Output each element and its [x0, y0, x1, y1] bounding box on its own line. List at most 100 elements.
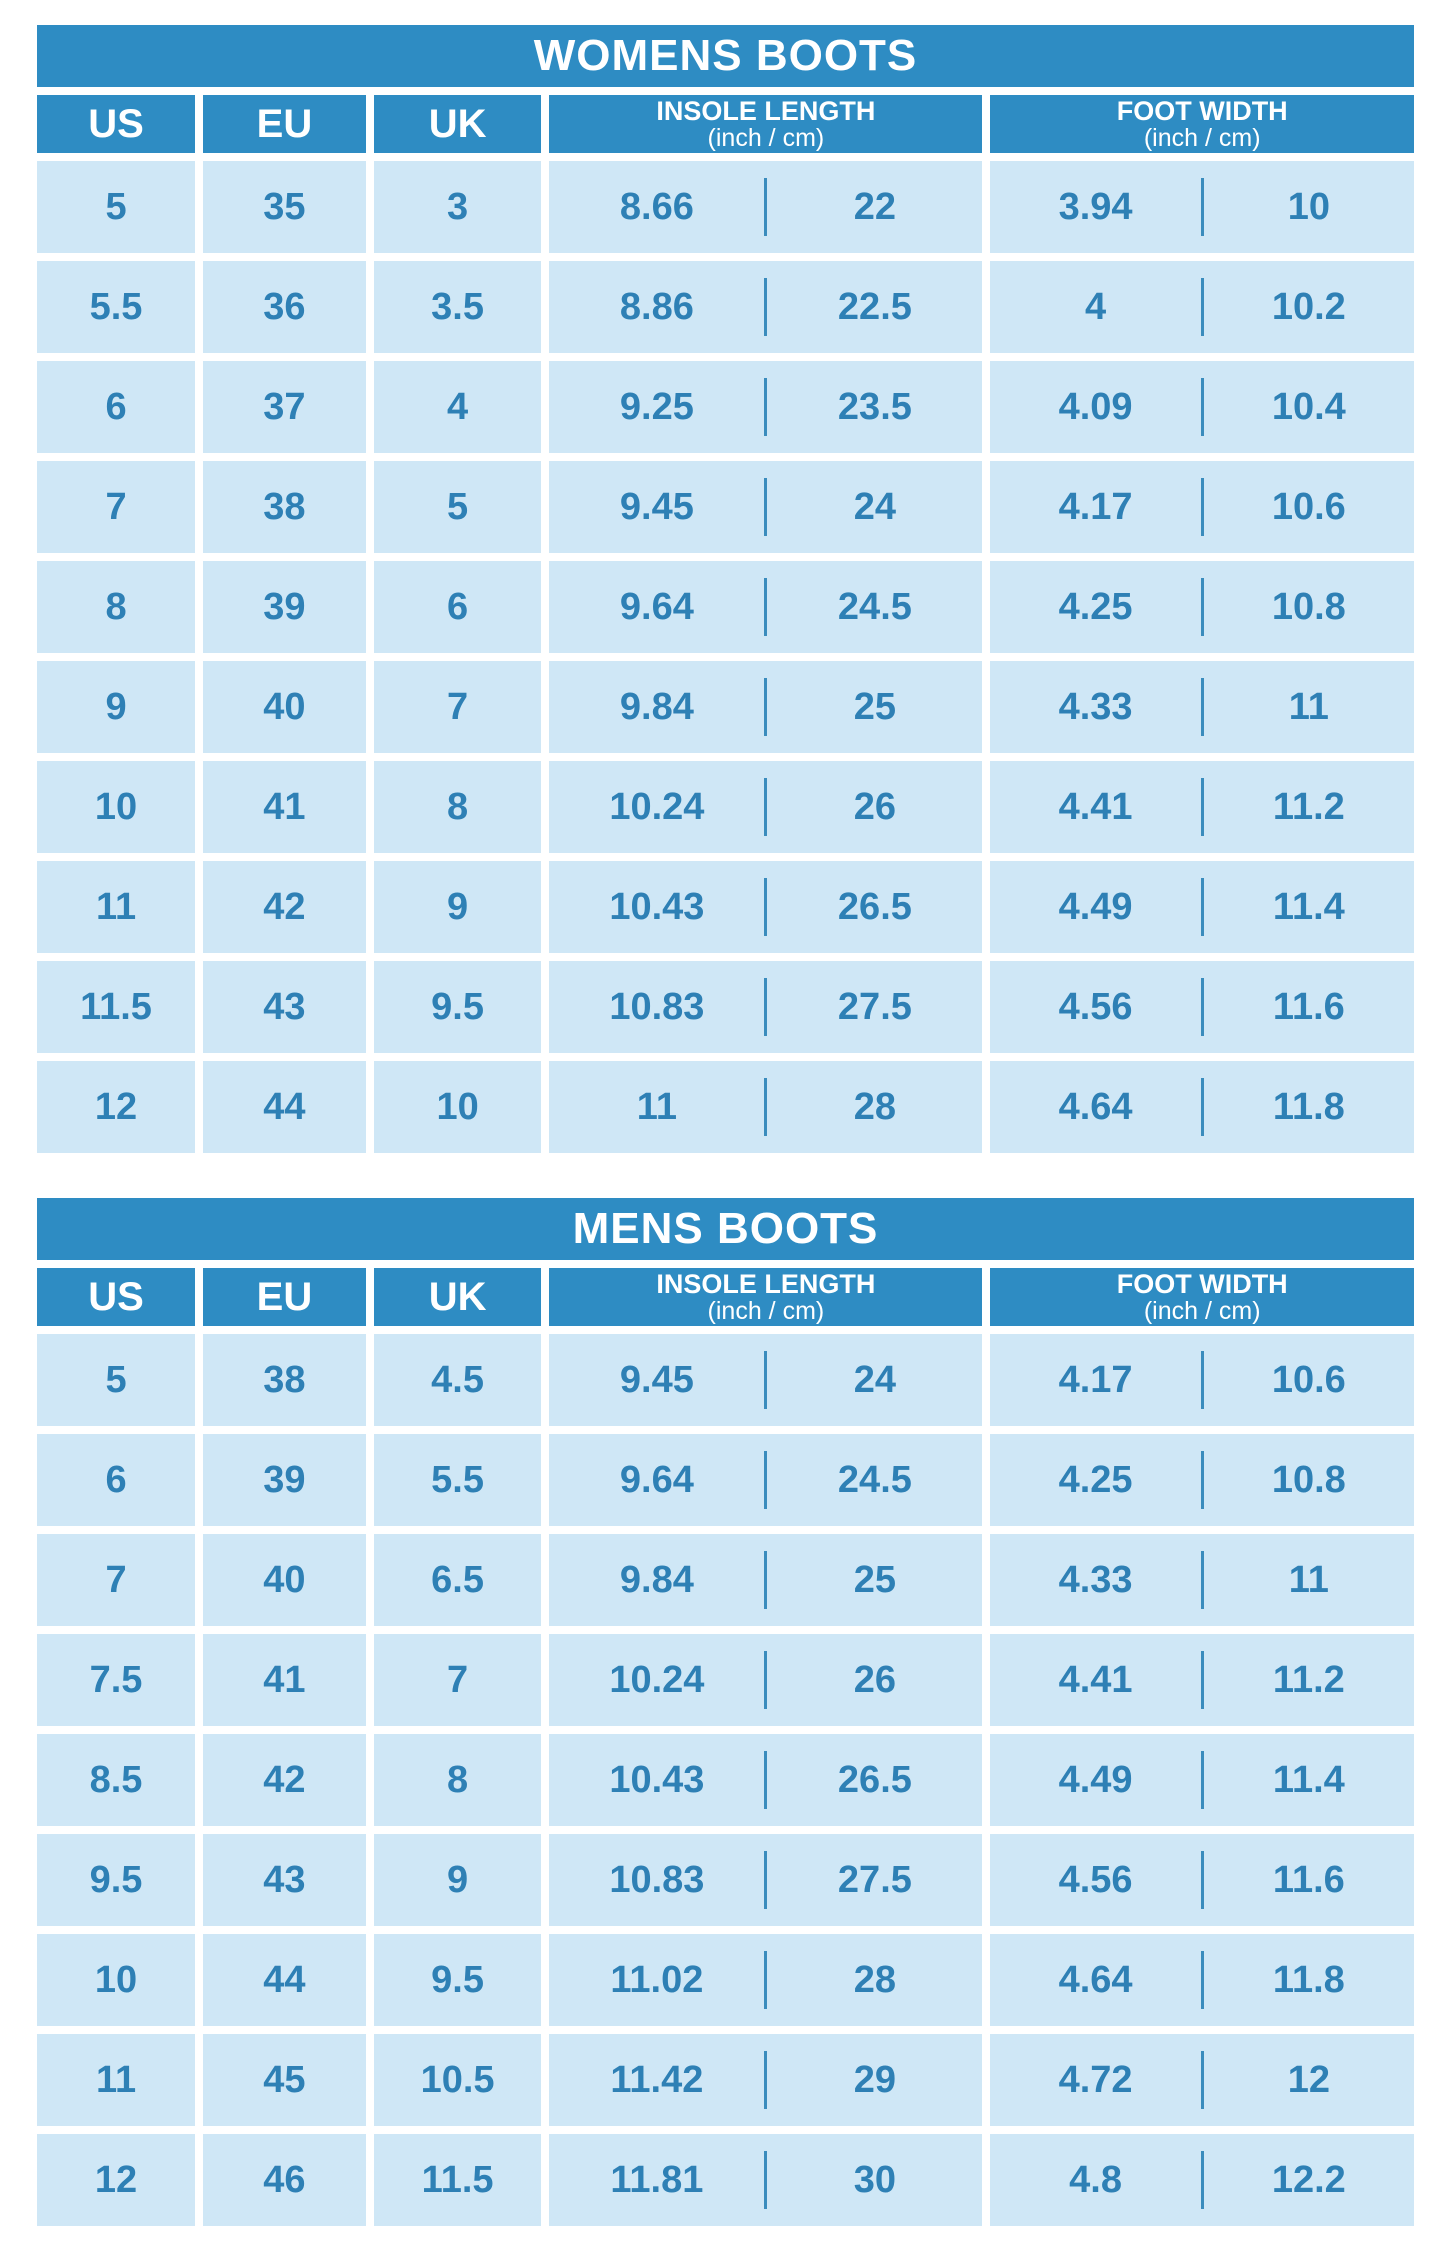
insole-cell: 9.64 24.5 — [549, 561, 983, 653]
width-divider — [1200, 1551, 1204, 1609]
table-row: 5 38 4.5 9.45 24 4.17 10.6 — [37, 1334, 1414, 1426]
width-divider — [1200, 878, 1204, 936]
eu-cell: 39 — [203, 1434, 366, 1526]
table-row: 11 42 9 10.43 26.5 4.49 11.4 — [37, 861, 1414, 953]
width-divider — [1200, 378, 1204, 436]
uk-cell: 10.5 — [373, 2034, 542, 2126]
insole-divider — [764, 578, 768, 636]
insole-divider — [764, 1951, 768, 2009]
insole-cell: 10.83 27.5 — [549, 961, 983, 1053]
width-cell: 4.25 10.8 — [990, 1434, 1414, 1526]
width-cell: 4.33 11 — [990, 1534, 1414, 1626]
uk-cell: 3 — [373, 161, 542, 253]
width-cell: 4.56 11.6 — [990, 961, 1414, 1053]
eu-cell: 43 — [203, 961, 366, 1053]
width-divider — [1200, 1851, 1204, 1909]
insole-inch-cell: 9.84 — [619, 1558, 694, 1601]
us-cell: 11.5 — [37, 961, 196, 1053]
uk-cell: 7 — [373, 1634, 542, 1726]
column-header-foot-width: FOOT WIDTH (inch / cm) — [990, 95, 1414, 153]
us-cell: 5 — [37, 1334, 196, 1426]
width-cell: 4.33 11 — [990, 661, 1414, 753]
width-inch-cell: 4.33 — [1058, 1558, 1133, 1601]
width-divider — [1200, 2151, 1204, 2209]
width-divider — [1200, 1451, 1204, 1509]
eu-cell: 44 — [203, 1934, 366, 2026]
insole-cell: 9.45 24 — [549, 1334, 983, 1426]
eu-cell: 44 — [203, 1061, 366, 1153]
width-cell: 4.49 11.4 — [990, 861, 1414, 953]
insole-divider — [764, 1651, 768, 1709]
us-cell: 10 — [37, 761, 196, 853]
insole-inch-cell: 11.02 — [610, 1958, 704, 2001]
width-inch-cell: 4.56 — [1058, 985, 1133, 1028]
us-cell: 5 — [37, 161, 196, 253]
uk-cell: 11.5 — [373, 2134, 542, 2226]
table-row: 10 44 9.5 11.02 28 4.64 11.8 — [37, 1934, 1414, 2026]
table-title: WOMENS BOOTS — [37, 25, 1414, 87]
width-inch-cell: 4.25 — [1058, 585, 1133, 628]
insole-inch-cell: 9.64 — [619, 1458, 694, 1501]
table-row: 8.5 42 8 10.43 26.5 4.49 11.4 — [37, 1734, 1414, 1826]
width-inch-cell: 4.41 — [1058, 1658, 1133, 1701]
column-header-uk: UK — [373, 95, 542, 153]
width-cell: 4.41 11.2 — [990, 1634, 1414, 1726]
eu-cell: 36 — [203, 261, 366, 353]
insole-cell: 10.83 27.5 — [549, 1834, 983, 1926]
width-cell: 4.8 12.2 — [990, 2134, 1414, 2226]
eu-cell: 35 — [203, 161, 366, 253]
width-cell: 4.41 11.2 — [990, 761, 1414, 853]
width-inch-cell: 4.49 — [1058, 1758, 1133, 1801]
table-body: 5 35 3 8.66 22 3.94 10 5.5 36 3.5 8.86 22.5 4 10.2 6 37… — [37, 161, 1414, 1153]
eu-cell: 42 — [203, 1734, 366, 1826]
column-header-uk: UK — [373, 1268, 542, 1326]
insole-cm-cell: 27.5 — [837, 1858, 912, 1901]
insole-divider — [764, 878, 768, 936]
us-cell: 8.5 — [37, 1734, 196, 1826]
uk-cell: 5 — [373, 461, 542, 553]
column-header-row: US EU UK INSOLE LENGTH (inch / cm) FOOT … — [37, 1268, 1414, 1326]
insole-inch-cell: 11.81 — [610, 2158, 704, 2201]
width-cm-cell: 11.8 — [1272, 1085, 1345, 1128]
insole-cm-cell: 26.5 — [837, 885, 912, 928]
insole-cell: 9.25 23.5 — [549, 361, 983, 453]
width-cell: 4.56 11.6 — [990, 1834, 1414, 1926]
width-cm-cell: 11 — [1288, 1558, 1329, 1601]
insole-cell: 10.43 26.5 — [549, 861, 983, 953]
eu-cell: 39 — [203, 561, 366, 653]
insole-cell: 10.24 26 — [549, 1634, 983, 1726]
table-row: 5 35 3 8.66 22 3.94 10 — [37, 161, 1414, 253]
insole-divider — [764, 978, 768, 1036]
width-cell: 4.64 11.8 — [990, 1934, 1414, 2026]
insole-cell: 11.02 28 — [549, 1934, 983, 2026]
insole-cm-cell: 28 — [853, 1085, 897, 1128]
insole-divider — [764, 1751, 768, 1809]
us-cell: 11 — [37, 2034, 196, 2126]
width-inch-cell: 4.41 — [1058, 785, 1133, 828]
insole-divider — [764, 1551, 768, 1609]
width-cm-cell: 10.6 — [1271, 1358, 1346, 1401]
insole-divider — [764, 278, 768, 336]
eu-cell: 40 — [203, 661, 366, 753]
us-cell: 8 — [37, 561, 196, 653]
width-cm-cell: 10.6 — [1271, 485, 1346, 528]
uk-cell: 4.5 — [373, 1334, 542, 1426]
insole-inch-cell: 10.43 — [609, 1758, 705, 1801]
insole-cm-cell: 26 — [853, 1658, 897, 1701]
width-inch-cell: 4.8 — [1069, 2158, 1122, 2201]
width-cm-cell: 10 — [1287, 185, 1330, 228]
uk-cell: 5.5 — [373, 1434, 542, 1526]
insole-cm-cell: 22.5 — [837, 285, 912, 328]
insole-cm-cell: 24 — [853, 485, 897, 528]
table-row: 7.5 41 7 10.24 26 4.41 11.2 — [37, 1634, 1414, 1726]
insole-inch-cell: 10.83 — [609, 985, 705, 1028]
width-divider — [1200, 1751, 1204, 1809]
width-cm-cell: 11.4 — [1272, 1758, 1345, 1801]
column-header-foot-width: FOOT WIDTH (inch / cm) — [990, 1268, 1414, 1326]
width-inch-cell: 4.09 — [1058, 385, 1133, 428]
width-cell: 4.17 10.6 — [990, 1334, 1414, 1426]
width-inch-cell: 4.56 — [1058, 1858, 1133, 1901]
insole-cm-cell: 24.5 — [837, 1458, 912, 1501]
width-divider — [1200, 2051, 1204, 2109]
